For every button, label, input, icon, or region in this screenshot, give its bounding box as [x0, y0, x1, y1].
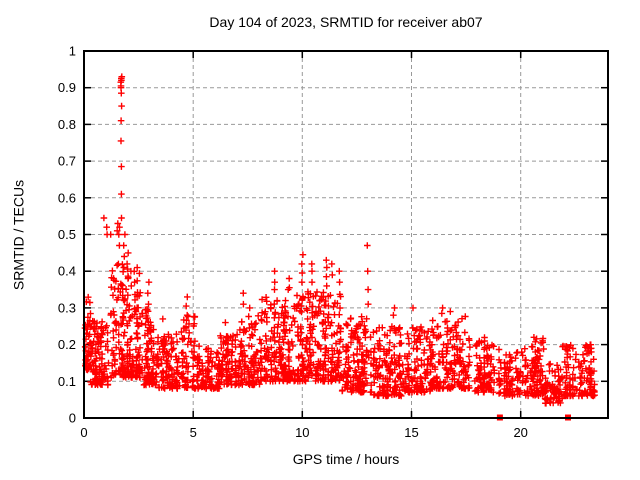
- svg-text:0.6: 0.6: [58, 190, 76, 205]
- svg-text:15: 15: [404, 425, 418, 440]
- svg-text:0.2: 0.2: [58, 337, 76, 352]
- svg-text:0.4: 0.4: [58, 264, 76, 279]
- axis-tick-labels: 0 5 10 15 20 0 0.1 0.2 0.3 0.4 0.5 0.6 0.7 0.8 0.9 1: [58, 44, 528, 441]
- y-axis-label: SRMTID / TECUs: [10, 179, 27, 291]
- svg-text:0.5: 0.5: [58, 227, 76, 242]
- svg-text:1: 1: [69, 44, 76, 59]
- svg-text:0.3: 0.3: [58, 300, 76, 315]
- svg-text:5: 5: [190, 425, 197, 440]
- svg-text:10: 10: [295, 425, 309, 440]
- x-axis-label: GPS time / hours: [292, 451, 400, 467]
- svg-text:0.9: 0.9: [58, 80, 76, 95]
- plot-border: [83, 50, 609, 419]
- svg-text:0.1: 0.1: [58, 374, 76, 389]
- svg-text:0: 0: [69, 411, 76, 426]
- svg-text:0.7: 0.7: [58, 154, 76, 169]
- svg-text:0.8: 0.8: [58, 117, 76, 132]
- svg-text:0: 0: [80, 425, 87, 440]
- scatter-points: [81, 73, 598, 407]
- chart-title: Day 104 of 2023, SRMTID for receiver ab0…: [209, 14, 483, 30]
- svg-text:20: 20: [513, 425, 527, 440]
